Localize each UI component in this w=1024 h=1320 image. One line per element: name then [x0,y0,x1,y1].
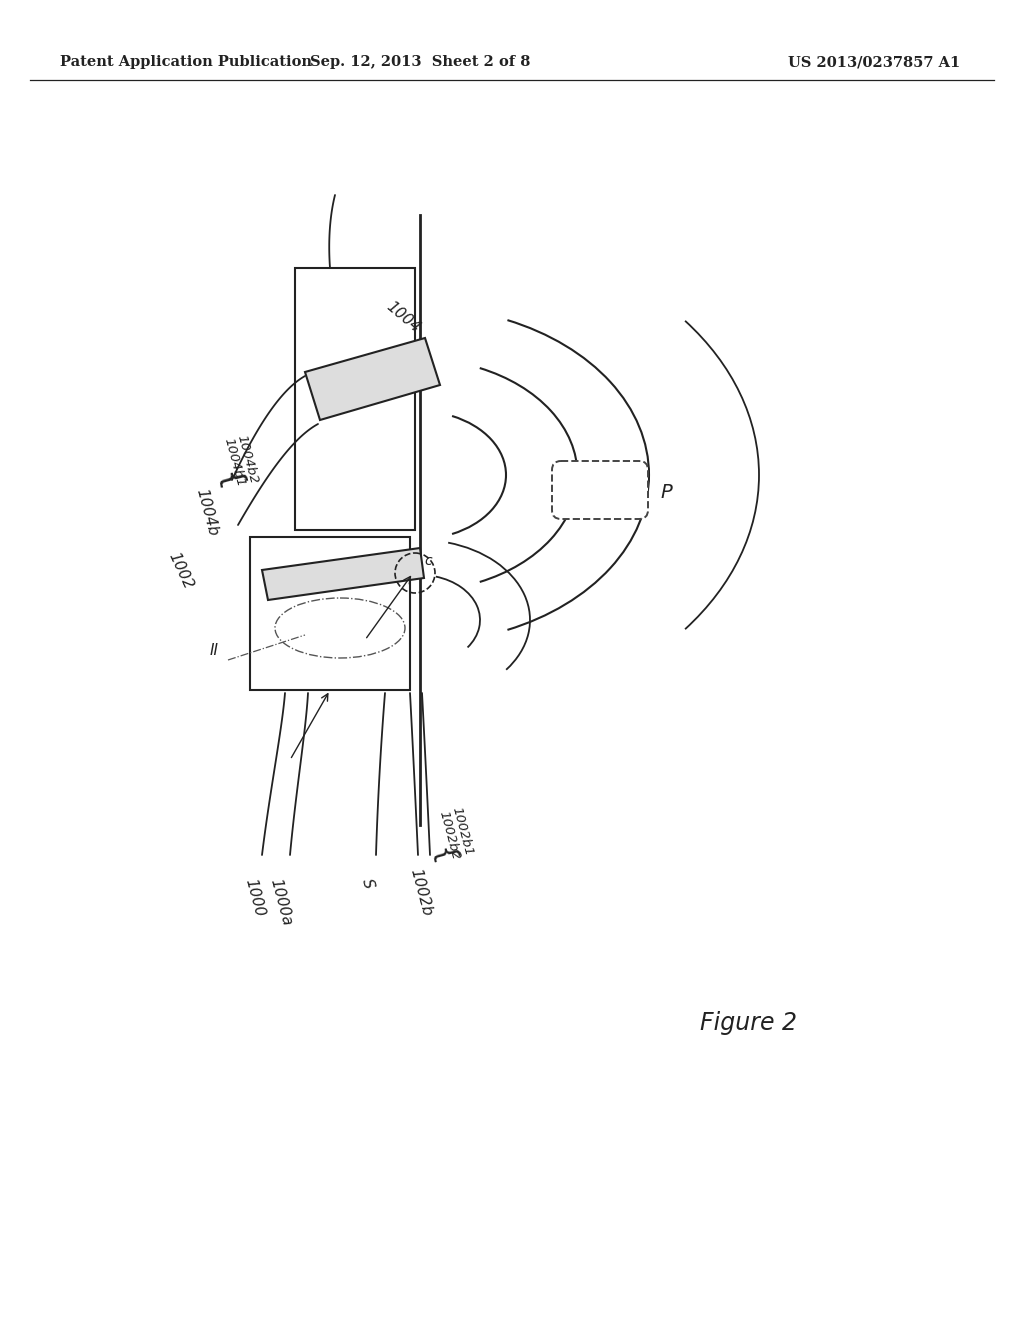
Text: US 2013/0237857 A1: US 2013/0237857 A1 [787,55,961,69]
Text: Sep. 12, 2013  Sheet 2 of 8: Sep. 12, 2013 Sheet 2 of 8 [310,55,530,69]
Text: {: { [427,843,459,869]
Text: Figure 2: Figure 2 [700,1011,797,1035]
FancyBboxPatch shape [552,461,648,519]
Text: S: S [359,876,376,890]
Text: 1004b2: 1004b2 [234,433,259,484]
Text: c: c [424,554,432,568]
Text: 1000a: 1000a [267,876,294,928]
Bar [295,268,415,531]
Text: 1002b2: 1002b2 [436,809,462,861]
Text: II: II [210,643,219,657]
Text: 1004: 1004 [383,298,423,335]
Polygon shape [262,548,424,601]
Text: 1002b: 1002b [408,867,434,917]
Text: 1002: 1002 [165,550,196,591]
Text: 1002b1: 1002b1 [449,805,474,857]
Text: 1000: 1000 [242,876,266,919]
Text: 1004b1: 1004b1 [221,436,247,488]
Text: Patent Application Publication: Patent Application Publication [60,55,312,69]
Text: P: P [660,483,672,502]
Polygon shape [305,338,440,420]
Text: {: { [213,467,246,494]
Bar [250,537,410,690]
Text: 1004b: 1004b [194,487,220,537]
